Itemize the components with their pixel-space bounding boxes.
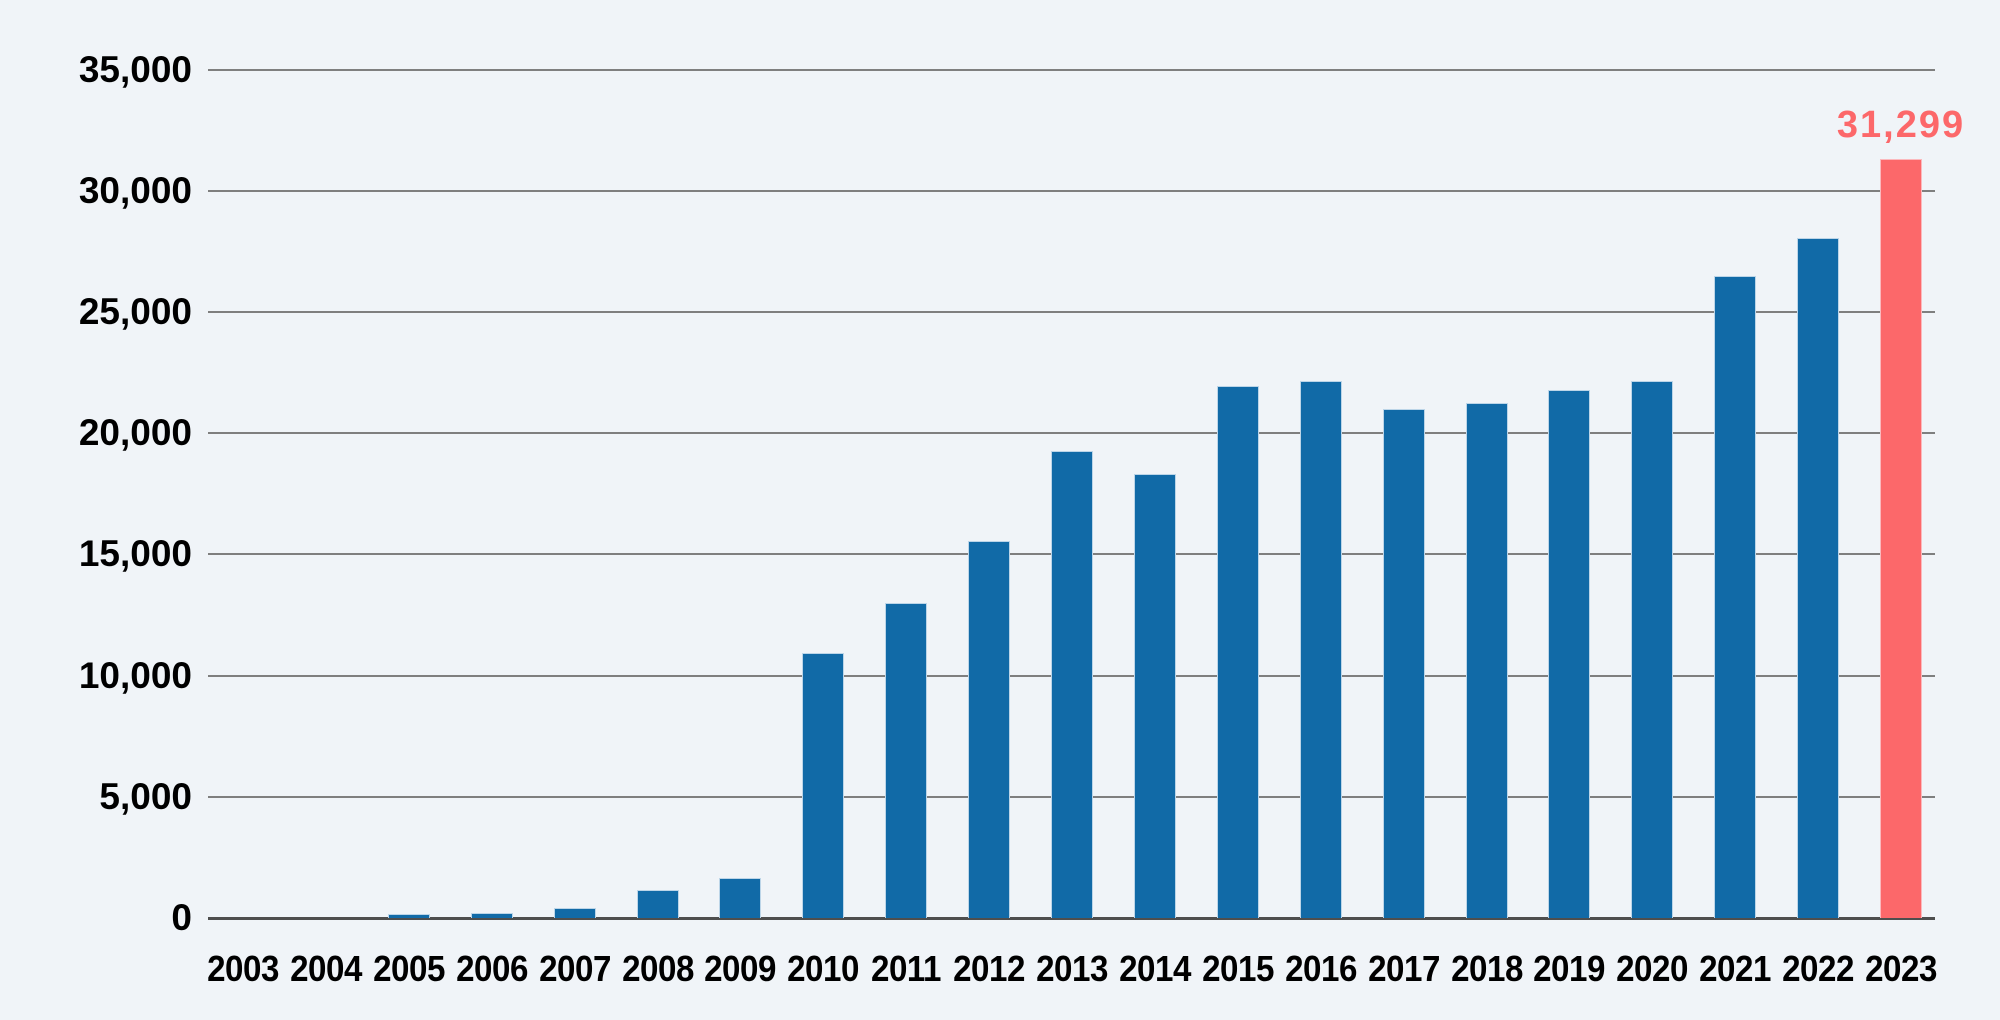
bar-2022 (1797, 237, 1840, 918)
bar-2013 (1051, 450, 1093, 918)
x-axis-line (208, 916, 1935, 920)
bar-2005 (387, 914, 430, 918)
x-tick-label-2005: 2005 (372, 948, 445, 989)
y-tick-label: 0 (171, 897, 192, 938)
bar-2014 (1133, 474, 1176, 918)
x-tick-label-2010: 2010 (787, 948, 860, 989)
bar-2017 (1382, 408, 1425, 918)
x-tick-label-2018: 2018 (1450, 948, 1523, 989)
x-tick-label-2014: 2014 (1118, 948, 1191, 989)
x-tick-label-2009: 2009 (704, 948, 777, 989)
bar-value-label: 31,299 (1836, 104, 1966, 146)
x-tick-label-2004: 2004 (289, 948, 362, 989)
y-tick-label: 35,000 (78, 48, 192, 90)
bar-2021 (1714, 276, 1757, 918)
x-tick-label-2017: 2017 (1367, 948, 1440, 989)
x-tick-label-2006: 2006 (455, 948, 528, 989)
bar-2020 (1631, 380, 1674, 918)
x-tick-label-2003: 2003 (207, 948, 279, 989)
x-tick-label-2019: 2019 (1533, 948, 1606, 989)
x-tick-label-2022: 2022 (1782, 948, 1855, 989)
bar-2018 (1465, 402, 1508, 918)
bar-2010 (802, 653, 845, 918)
bar-2011 (885, 603, 928, 918)
bar-2015 (1216, 385, 1259, 918)
gridline (208, 432, 1935, 435)
bar-2016 (1299, 380, 1342, 918)
y-tick-label: 5,000 (99, 775, 192, 817)
x-tick-label-2020: 2020 (1616, 948, 1689, 989)
x-tick-label-2013: 2013 (1036, 948, 1108, 989)
gridline (208, 311, 1935, 313)
x-tick-label-2023: 2023 (1865, 948, 1937, 989)
x-tick-label-2008: 2008 (621, 948, 694, 989)
y-tick-label: 20,000 (78, 412, 192, 454)
x-tick-label-2012: 2012 (953, 948, 1026, 989)
bar-2012 (968, 541, 1011, 918)
bar-2023 (1880, 159, 1922, 918)
y-tick-label: 25,000 (78, 291, 192, 332)
y-tick-label: 15,000 (78, 533, 192, 575)
bar-2008 (636, 890, 679, 918)
bar-2006 (470, 912, 513, 918)
bar-2019 (1548, 390, 1591, 918)
x-tick-label-2011: 2011 (871, 948, 942, 989)
x-tick-label-2007: 2007 (538, 948, 611, 989)
y-tick-label: 30,000 (78, 169, 192, 211)
gridline (208, 189, 1935, 192)
bar-2009 (719, 878, 762, 918)
gridline (208, 68, 1935, 71)
x-tick-label-2016: 2016 (1284, 948, 1357, 989)
x-tick-label-2015: 2015 (1201, 948, 1274, 989)
x-tick-label-2021: 2021 (1699, 948, 1772, 989)
y-tick-label: 10,000 (78, 654, 192, 696)
bar-2007 (553, 907, 596, 918)
